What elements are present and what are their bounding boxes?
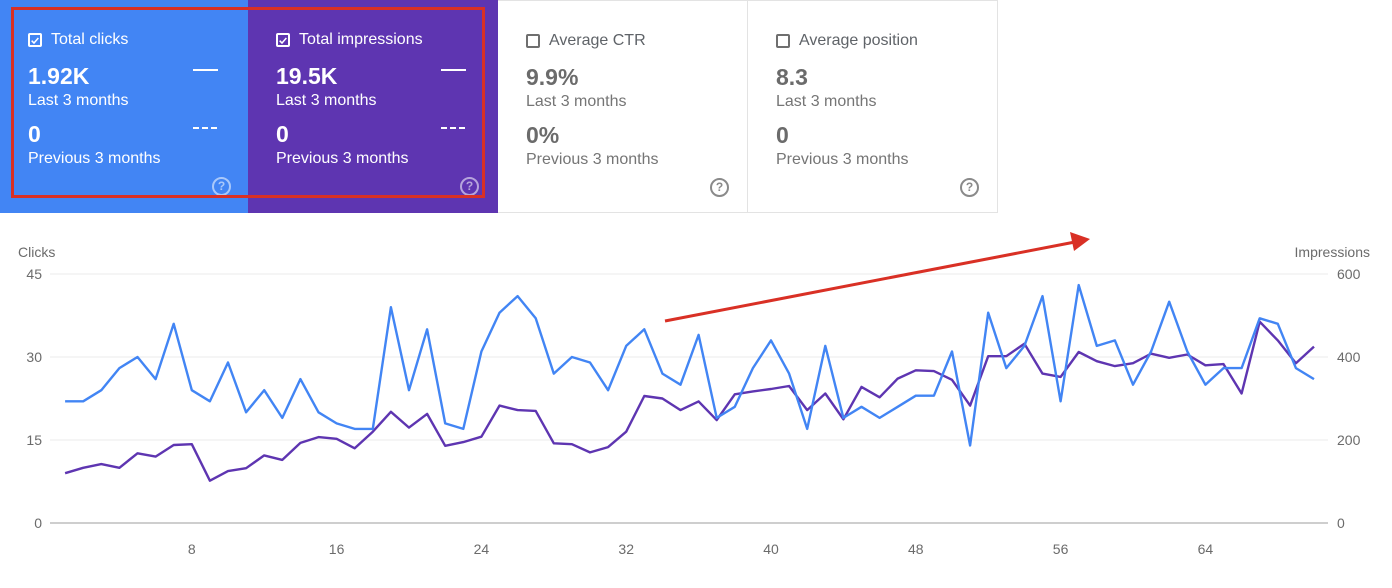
previous-value: 0 — [276, 121, 289, 147]
y-tick-left-label: 0 — [34, 515, 42, 531]
y-ticks-right: 0 200 400 600 — [1337, 266, 1361, 531]
previous-period: Previous 3 months — [776, 151, 909, 168]
y-tick-right-label: 0 — [1337, 515, 1345, 531]
x-tick-label: 8 — [188, 541, 196, 557]
current-period: Last 3 months — [28, 92, 129, 109]
current-period: Last 3 months — [526, 93, 627, 110]
y-tick-left-label: 30 — [26, 349, 42, 365]
help-icon[interactable]: ? — [212, 177, 231, 196]
clicks-series-line — [65, 283, 1315, 447]
current-period: Last 3 months — [276, 92, 377, 109]
total-clicks-toggle[interactable]: Total clicks — [28, 31, 128, 49]
checkbox-unchecked-icon[interactable] — [526, 34, 540, 48]
impressions-series-line — [64, 320, 1315, 482]
average-position-toggle[interactable]: Average position — [776, 32, 918, 50]
help-icon[interactable]: ? — [710, 178, 729, 197]
previous-period: Previous 3 months — [28, 150, 161, 167]
performance-chart: Clicks Impressions 0 15 30 45 0 200 400 600 8 1… — [18, 232, 1370, 557]
x-tick-label: 40 — [763, 541, 779, 557]
checkbox-unchecked-icon[interactable] — [776, 34, 790, 48]
previous-period: Previous 3 months — [526, 151, 659, 168]
average-position-card[interactable]: Average position 8.3 Last 3 months 0 Pre… — [748, 0, 998, 213]
previous-value: 0 — [776, 122, 789, 148]
y-tick-left-label: 15 — [26, 432, 42, 448]
previous-period: Previous 3 months — [276, 150, 409, 167]
y-tick-right-label: 600 — [1337, 266, 1361, 282]
current-value: 8.3 — [776, 64, 808, 90]
y-tick-right-label: 400 — [1337, 349, 1361, 365]
dashed-line-legend-icon — [193, 127, 218, 129]
total-impressions-toggle[interactable]: Total impressions — [276, 31, 423, 49]
current-period: Last 3 months — [776, 93, 877, 110]
x-tick-label: 56 — [1053, 541, 1069, 557]
y-tick-left-label: 45 — [26, 266, 42, 282]
y-axis-left-label: Clicks — [18, 244, 55, 260]
x-ticks: 8 16 24 32 40 48 56 64 — [188, 541, 1213, 557]
current-value: 19.5K — [276, 63, 338, 89]
card-label: Total impressions — [299, 31, 423, 48]
series-lines[interactable] — [64, 283, 1315, 482]
y-axis-right-label: Impressions — [1295, 244, 1370, 260]
average-ctr-toggle[interactable]: Average CTR — [526, 32, 646, 50]
x-tick-label: 64 — [1198, 541, 1214, 557]
help-icon[interactable]: ? — [460, 177, 479, 196]
previous-value: 0 — [28, 121, 41, 147]
current-value: 9.9% — [526, 64, 579, 90]
help-icon[interactable]: ? — [960, 178, 979, 197]
x-tick-label: 24 — [474, 541, 490, 557]
solid-line-legend-icon — [193, 69, 218, 71]
card-label: Total clicks — [51, 31, 129, 48]
card-label: Average position — [799, 32, 918, 49]
dashed-line-legend-icon — [441, 127, 466, 129]
checkbox-checked-icon[interactable] — [28, 33, 42, 47]
total-impressions-card[interactable]: Total impressions 19.5K Last 3 months 0 … — [248, 0, 498, 213]
total-clicks-card[interactable]: Total clicks 1.92K Last 3 months 0 Previ… — [0, 0, 250, 213]
y-tick-right-label: 200 — [1337, 432, 1361, 448]
gridlines — [50, 273, 1328, 524]
checkbox-checked-icon[interactable] — [276, 33, 290, 47]
trend-arrow-annotation — [664, 232, 1090, 323]
previous-value: 0% — [526, 122, 560, 148]
y-ticks-left: 0 15 30 45 — [26, 266, 42, 531]
average-ctr-card[interactable]: Average CTR 9.9% Last 3 months 0% Previo… — [498, 0, 748, 213]
x-tick-label: 16 — [329, 541, 345, 557]
metric-cards: Total clicks 1.92K Last 3 months 0 Previ… — [0, 0, 998, 213]
card-label: Average CTR — [549, 32, 646, 49]
current-value: 1.92K — [28, 63, 90, 89]
x-tick-label: 32 — [618, 541, 634, 557]
solid-line-legend-icon — [441, 69, 466, 71]
x-tick-label: 48 — [908, 541, 924, 557]
